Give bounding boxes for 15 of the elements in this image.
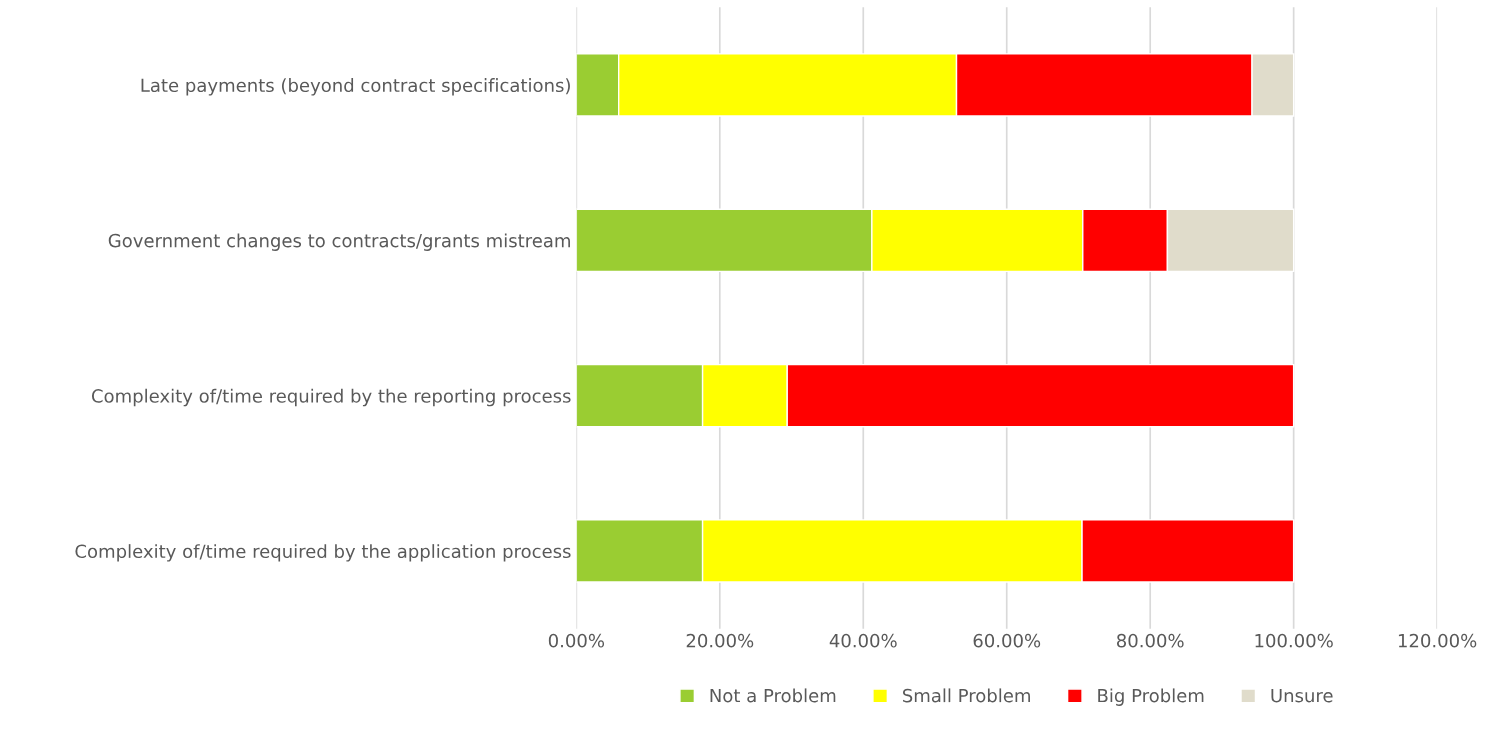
x-tick-label: 120.00% <box>1398 633 1477 648</box>
y-tick-label: Complexity of/time required by the reporting process <box>91 388 571 407</box>
x-tick-label: 80.00% <box>1117 633 1184 648</box>
legend-label: Big Problem <box>1098 688 1204 706</box>
y-tick-label: Late payments (beyond contract specifications) <box>141 78 570 96</box>
x-tick-label: 40.00% <box>829 633 897 648</box>
x-tick-label: 0.00% <box>548 633 605 648</box>
legend-label: Unsure <box>1271 688 1333 703</box>
legend-label: Not a Problem <box>710 688 836 703</box>
x-tick-label: 60.00% <box>973 633 1041 648</box>
y-tick-label: Government changes to contracts/grants mistream <box>108 233 570 251</box>
y-tick-label: Complexity of/time required by the application process <box>75 544 571 562</box>
x-tick-label: 20.00% <box>686 633 754 648</box>
x-tick-label: 100.00% <box>1255 633 1333 648</box>
legend-label: Small Problem <box>902 688 1030 703</box>
